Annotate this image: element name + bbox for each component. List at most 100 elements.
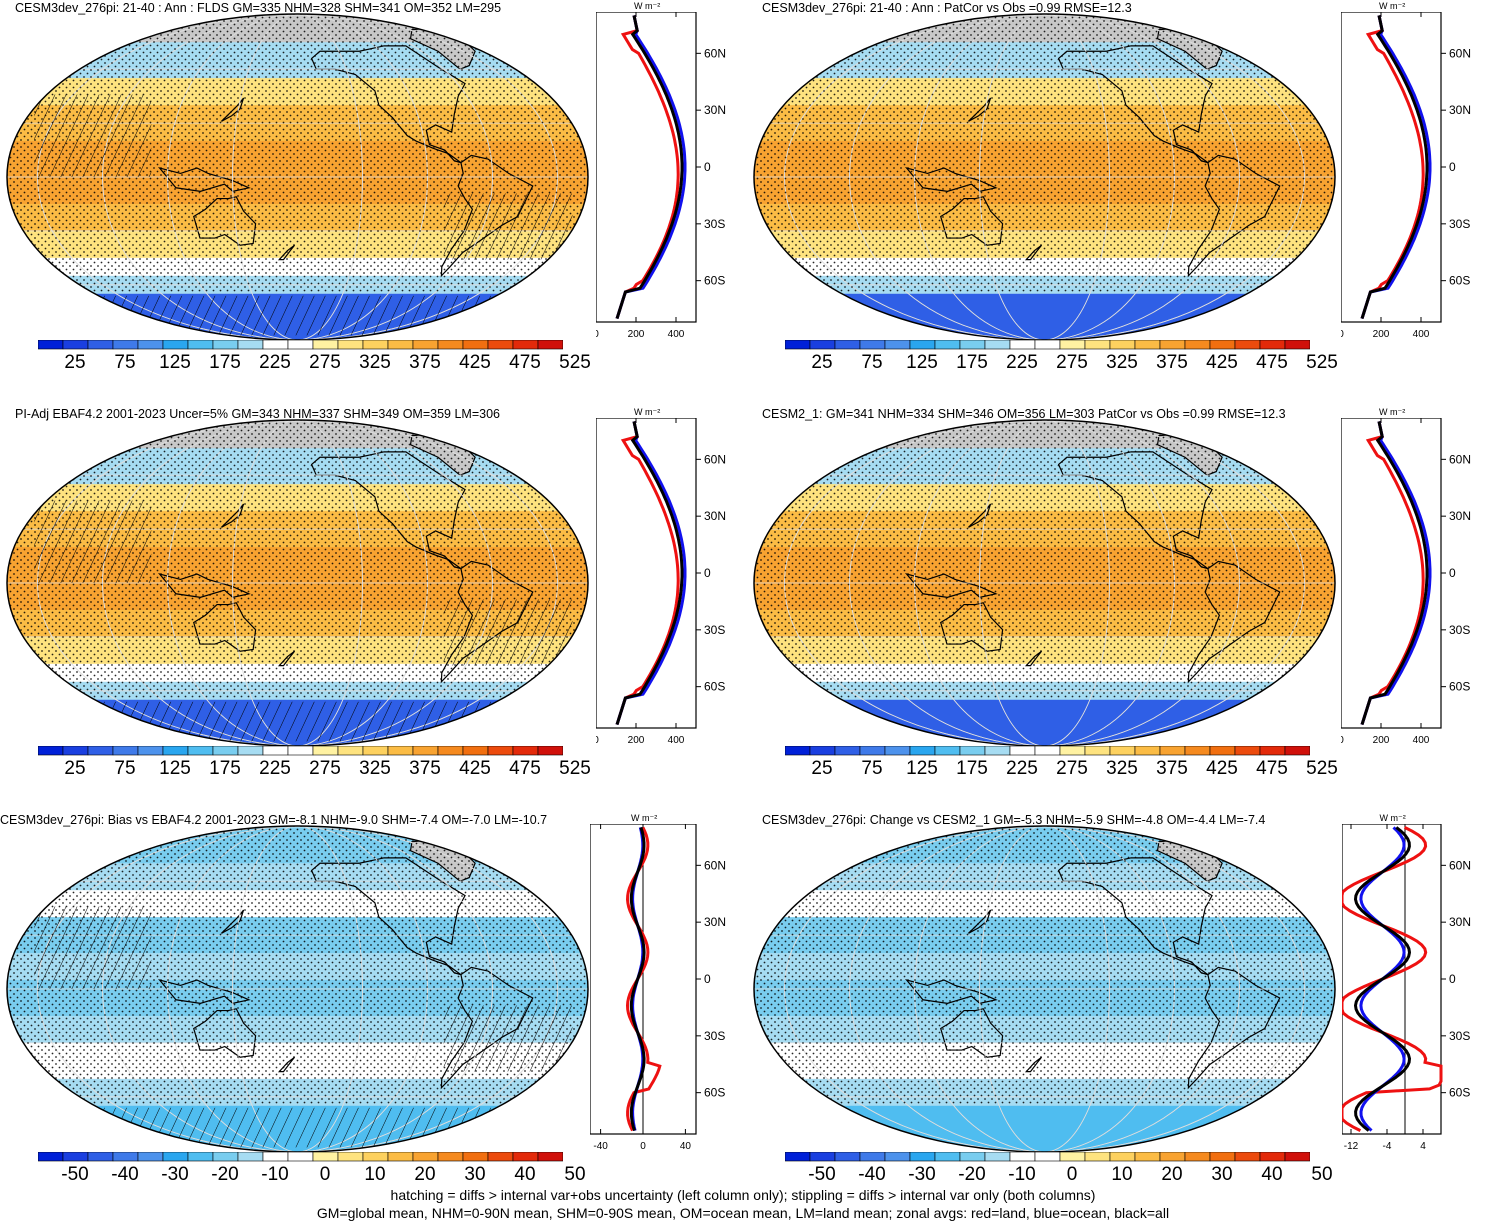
zonal-lat-tick: 0	[1449, 972, 1456, 986]
zonal-x-tick: 400	[668, 329, 685, 340]
zonal-lat-tick: 60S	[704, 680, 725, 694]
zonal-x-tick: 4	[1420, 1141, 1426, 1152]
colorbar-tick-label: 225	[259, 758, 291, 779]
colorbar-tick-label: 50	[564, 1164, 586, 1185]
zonal-lat-tick: 30S	[1449, 217, 1470, 231]
zonal-unit-label: W m⁻²	[631, 813, 658, 823]
zonal-mean-plot: 60N 30N 0 30S 60S 0 200 400	[596, 418, 726, 746]
zonal-all-line	[615, 15, 684, 320]
zonal-x-tick: -4	[1383, 1141, 1392, 1152]
zonal-ocean-line	[615, 15, 687, 320]
zonal-unit-label: W m⁻²	[634, 407, 661, 417]
colorbar-tick-label: 425	[1206, 758, 1238, 779]
zonal-all-line	[615, 421, 684, 726]
footnote-line-2: GM=global mean, NHM=0-90N mean, SHM=0-90…	[316, 1205, 1170, 1221]
robinson-map	[6, 13, 589, 341]
colorbar-tick-label: -40	[858, 1164, 886, 1185]
colorbar-tick-label: 25	[64, 352, 86, 373]
colorbar-tick-label: -40	[111, 1164, 139, 1185]
colorbar-tick-label: 425	[1206, 352, 1238, 373]
colorbar-tick-label: 125	[906, 352, 938, 373]
colorbar-tick-label: 20	[1161, 1164, 1183, 1185]
zonal-lat-tick: 60S	[704, 1086, 725, 1100]
colorbar-tick-label: 75	[861, 758, 883, 779]
zonal-lat-tick: 0	[704, 160, 711, 174]
colorbar-tick-label: -50	[808, 1164, 836, 1185]
zonal-land-line	[625, 826, 662, 1132]
colorbar	[38, 340, 563, 350]
colorbar-tick-label: 475	[1256, 758, 1288, 779]
zonal-ocean-line	[1360, 15, 1432, 320]
colorbar-tick-label: 175	[209, 758, 241, 779]
colorbar-tick-label: 525	[1306, 758, 1338, 779]
zonal-x-tick: 400	[668, 735, 685, 746]
colorbar-tick-label: 30	[464, 1164, 486, 1185]
zonal-mean-plot: 60N 30N 0 30S 60S 0 200 400	[596, 12, 726, 340]
colorbar-tick-label: 275	[309, 758, 341, 779]
zonal-x-tick: 0	[1341, 735, 1344, 746]
robinson-map	[753, 419, 1336, 747]
zonal-lat-tick: 30S	[704, 1029, 725, 1043]
zonal-lat-tick: 0	[704, 566, 711, 580]
colorbar-tick-label: -10	[261, 1164, 289, 1185]
zonal-lat-tick: 60N	[1449, 858, 1471, 872]
zonal-x-tick: 0	[640, 1141, 646, 1152]
colorbar-tick-label: 425	[459, 352, 491, 373]
zonal-lat-tick: 60N	[704, 858, 726, 872]
colorbar-tick-label: 425	[459, 758, 491, 779]
zonal-mean-plot: 60N 30N 0 30S 60S 0 200 400	[1341, 418, 1471, 746]
zonal-lat-tick: 30S	[1449, 623, 1470, 637]
zonal-all-line	[1360, 15, 1429, 320]
colorbar-tick-label: -30	[161, 1164, 189, 1185]
zonal-lat-tick: 60S	[1449, 680, 1470, 694]
zonal-unit-label: W m⁻²	[1379, 1, 1406, 11]
colorbar-tick-label: 0	[319, 1164, 331, 1185]
colorbar-tick-label: 475	[1256, 352, 1288, 373]
panel-title: PI-Adj EBAF4.2 2001-2023 Uncer=5% GM=343…	[15, 407, 500, 421]
colorbar-tick-label: 375	[409, 352, 441, 373]
colorbar-tick-label: 275	[1056, 758, 1088, 779]
zonal-ocean-line	[1360, 421, 1432, 726]
colorbar-tick-label: 225	[1006, 352, 1038, 373]
zonal-lat-tick: 0	[704, 972, 711, 986]
colorbar-tick-label: 40	[514, 1164, 536, 1185]
zonal-x-tick: 0	[1341, 329, 1344, 340]
colorbar	[785, 1152, 1310, 1162]
colorbar-tick-label: 40	[1261, 1164, 1283, 1185]
colorbar-tick-label: 525	[559, 352, 591, 373]
map-field	[754, 14, 1335, 340]
map-field	[7, 14, 588, 340]
colorbar-tick-label: -10	[1008, 1164, 1036, 1185]
panel-title: CESM3dev_276pi: 21-40 : Ann : FLDS GM=33…	[15, 1, 502, 15]
zonal-x-tick: 200	[1373, 735, 1390, 746]
colorbar-tick-label: -20	[211, 1164, 239, 1185]
colorbar	[38, 1152, 563, 1162]
zonal-x-tick: -12	[1344, 1141, 1359, 1152]
zonal-x-tick: 200	[628, 735, 645, 746]
colorbar-tick-label: 275	[1056, 352, 1088, 373]
robinson-map	[6, 825, 589, 1153]
colorbar-tick-label: 175	[956, 352, 988, 373]
colorbar-tick-label: 75	[114, 758, 136, 779]
zonal-lat-tick: 30S	[1449, 1029, 1470, 1043]
zonal-lat-tick: 60N	[1449, 452, 1471, 466]
colorbar-tick-label: 525	[559, 758, 591, 779]
zonal-x-tick: 0	[596, 329, 599, 340]
robinson-map	[753, 825, 1336, 1153]
colorbar-tick-label: 175	[209, 352, 241, 373]
zonal-x-tick: 400	[1413, 329, 1430, 340]
zonal-mean-plot: 60N 30N 0 30S 60S -40 0 40	[590, 824, 726, 1152]
colorbar-tick-label: 75	[114, 352, 136, 373]
colorbar-tick-label: 275	[309, 352, 341, 373]
colorbar-tick-label: 175	[956, 758, 988, 779]
zonal-lat-tick: 60N	[1449, 46, 1471, 60]
colorbar-tick-label: 125	[159, 352, 191, 373]
panel-title: CESM2_1: GM=341 NHM=334 SHM=346 OM=356 L…	[762, 407, 1286, 421]
colorbar-tick-label: 375	[409, 758, 441, 779]
colorbar-tick-label: 525	[1306, 352, 1338, 373]
zonal-x-tick: -40	[593, 1141, 608, 1152]
zonal-lat-tick: 60S	[1449, 274, 1470, 288]
colorbar-tick-label: 325	[359, 758, 391, 779]
panel-title: CESM3dev_276pi: Bias vs EBAF4.2 2001-202…	[0, 813, 548, 827]
colorbar-tick-label: 10	[364, 1164, 386, 1185]
